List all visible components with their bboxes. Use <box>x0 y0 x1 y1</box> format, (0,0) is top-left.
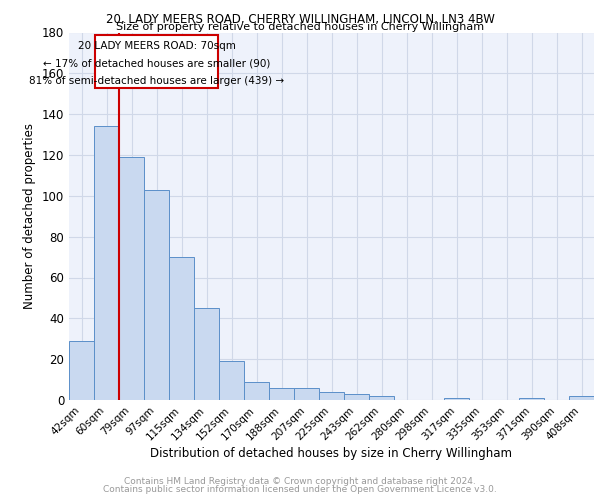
Bar <box>169 257 194 400</box>
Bar <box>294 388 319 400</box>
Text: Size of property relative to detached houses in Cherry Willingham: Size of property relative to detached ho… <box>116 22 484 32</box>
Bar <box>444 398 469 400</box>
Bar <box>519 398 544 400</box>
Bar <box>144 190 169 400</box>
Text: ← 17% of detached houses are smaller (90): ← 17% of detached houses are smaller (90… <box>43 58 270 68</box>
Text: 20, LADY MEERS ROAD, CHERRY WILLINGHAM, LINCOLN, LN3 4BW: 20, LADY MEERS ROAD, CHERRY WILLINGHAM, … <box>106 12 494 26</box>
Bar <box>369 396 394 400</box>
Bar <box>344 394 369 400</box>
Bar <box>94 126 119 400</box>
Bar <box>319 392 344 400</box>
X-axis label: Distribution of detached houses by size in Cherry Willingham: Distribution of detached houses by size … <box>151 448 512 460</box>
Bar <box>269 388 294 400</box>
Bar <box>219 361 244 400</box>
Text: Contains public sector information licensed under the Open Government Licence v3: Contains public sector information licen… <box>103 484 497 494</box>
Bar <box>119 157 144 400</box>
Bar <box>194 308 219 400</box>
Text: 20 LADY MEERS ROAD: 70sqm: 20 LADY MEERS ROAD: 70sqm <box>77 40 235 50</box>
Bar <box>244 382 269 400</box>
Text: Contains HM Land Registry data © Crown copyright and database right 2024.: Contains HM Land Registry data © Crown c… <box>124 477 476 486</box>
Y-axis label: Number of detached properties: Number of detached properties <box>23 123 36 309</box>
Bar <box>569 396 594 400</box>
Bar <box>69 341 94 400</box>
Text: 81% of semi-detached houses are larger (439) →: 81% of semi-detached houses are larger (… <box>29 76 284 86</box>
FancyBboxPatch shape <box>95 34 218 88</box>
